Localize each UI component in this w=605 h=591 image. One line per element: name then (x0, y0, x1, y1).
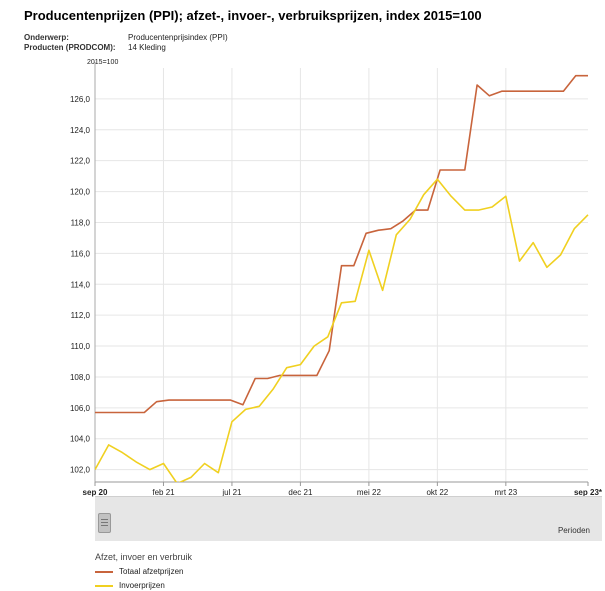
y-tick-label: 114,0 (71, 280, 91, 289)
legend-label-invoer: Invoerprijzen (119, 581, 165, 590)
navigator-label: Perioden (557, 526, 590, 535)
x-tick-label: okt 22 (426, 488, 448, 497)
y-tick-label: 106,0 (70, 404, 91, 413)
page-title: Producentenprijzen (PPI); afzet-, invoer… (24, 8, 482, 23)
y-tick-label: 124,0 (70, 126, 91, 135)
x-tick-label: sep 23* (574, 488, 603, 497)
legend-item-afzet[interactable]: Totaal afzetprijzen (95, 567, 183, 576)
y-tick-label: 118,0 (71, 218, 91, 227)
y-tick-label: 120,0 (70, 188, 91, 197)
legend-title: Afzet, invoer en verbruik (95, 552, 193, 562)
series-line-afzet (95, 74, 588, 414)
legend-swatch-afzet (95, 570, 113, 573)
legend-item-invoer[interactable]: Invoerprijzen (95, 581, 165, 590)
y-axis-unit: 2015=100 (87, 59, 119, 66)
meta-subject-label: Onderwerp: (24, 33, 69, 42)
legend-swatch-invoer (95, 584, 113, 587)
navigator-handle[interactable] (98, 513, 111, 533)
x-tick-label: mrt 23 (494, 488, 517, 497)
y-tick-label: 110,0 (71, 342, 91, 351)
y-tick-label: 108,0 (70, 373, 91, 382)
y-tick-label: 112,0 (71, 311, 91, 320)
meta-subject: Onderwerp: Producentenprijsindex (PPI) (24, 33, 228, 42)
y-tick-label: 122,0 (70, 157, 91, 166)
meta-products-label: Producten (PRODCOM): (24, 43, 116, 52)
x-tick-label: mei 22 (357, 488, 382, 497)
y-tick-label: 116,0 (71, 249, 91, 258)
series-line-invoer (95, 178, 589, 482)
period-navigator[interactable]: Perioden (95, 496, 602, 541)
line-chart: 102,0 104,0 106,0 108,0 110,0 112,0 114,0 116,0… (70, 62, 603, 497)
x-tick-label: dec 21 (288, 488, 313, 497)
x-tick-label: sep 20 (83, 488, 108, 497)
meta-products-value: 14 Kleding (128, 43, 166, 52)
y-tick-label: 126,0 (70, 95, 91, 104)
meta-products: Producten (PRODCOM): 14 Kleding (24, 43, 166, 52)
legend-label-afzet: Totaal afzetprijzen (119, 567, 184, 576)
meta-subject-value: Producentenprijsindex (PPI) (128, 33, 228, 42)
y-tick-label: 102,0 (70, 466, 91, 475)
y-tick-label: 104,0 (70, 435, 91, 444)
x-tick-label: feb 21 (152, 488, 175, 497)
x-tick-label: jul 21 (221, 488, 242, 497)
